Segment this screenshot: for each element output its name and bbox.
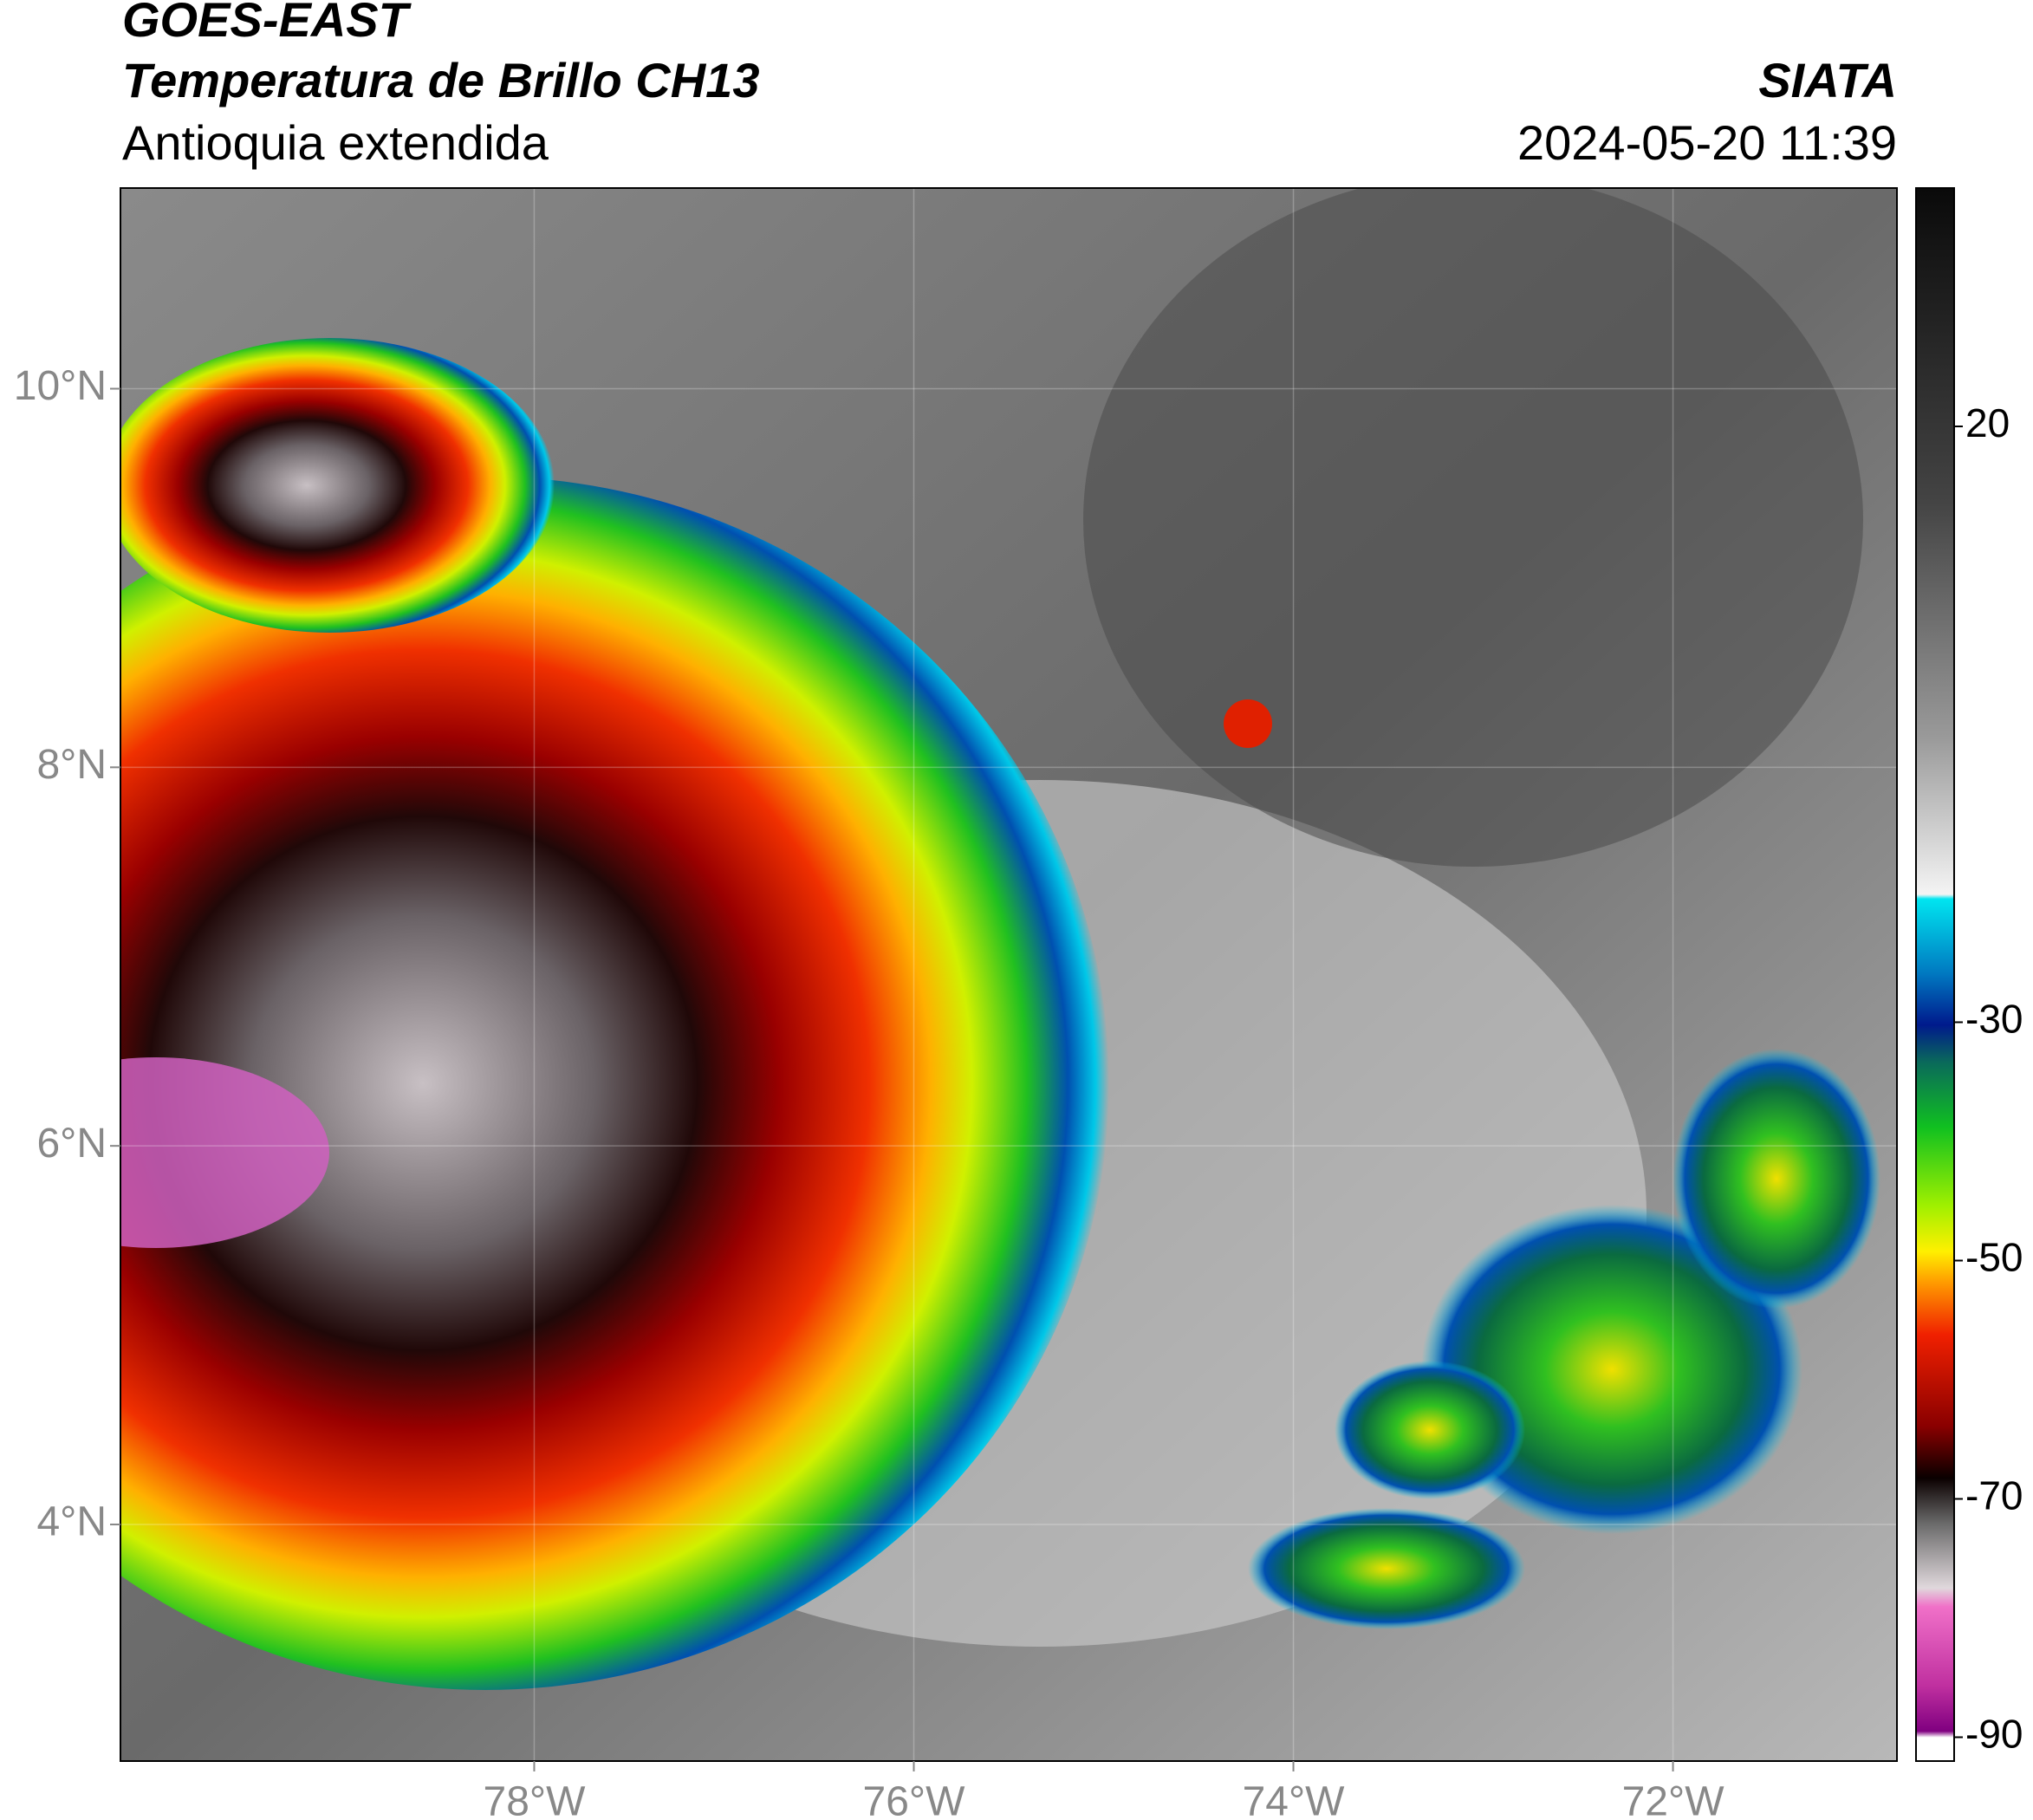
graticule [120,188,1897,1761]
y-tick-label: 10°N [14,363,107,409]
x-tick-label: 78°W [484,1779,587,1820]
source: SIATA [1758,53,1897,107]
colorbar-tick-label: -70 [1965,1473,2023,1518]
colorbar-tick-label: -30 [1965,997,2023,1042]
x-tick-label: 76°W [863,1779,966,1820]
colorbar-tick-label: -50 [1965,1235,2023,1280]
colorbar [1915,187,1955,1762]
y-tick-label: 8°N [36,742,107,788]
y-tick-label: 6°N [36,1121,107,1167]
subtitle: Temperatura de Brillo CH13 [122,53,759,107]
region: Antioquia extendida [122,115,549,170]
x-tick-label: 74°W [1243,1779,1346,1820]
colorbar-tick-label: 20 [1965,400,2010,445]
colorbar-tick-label: -90 [1965,1712,2023,1757]
datetime: 2024-05-20 11:39 [1517,115,1897,170]
title: GOES-EAST [122,0,412,47]
satellite-image [120,188,1897,1761]
x-tick-label: 72°W [1622,1779,1725,1820]
map-frame [120,187,1898,1762]
y-tick-label: 4°N [36,1499,107,1545]
